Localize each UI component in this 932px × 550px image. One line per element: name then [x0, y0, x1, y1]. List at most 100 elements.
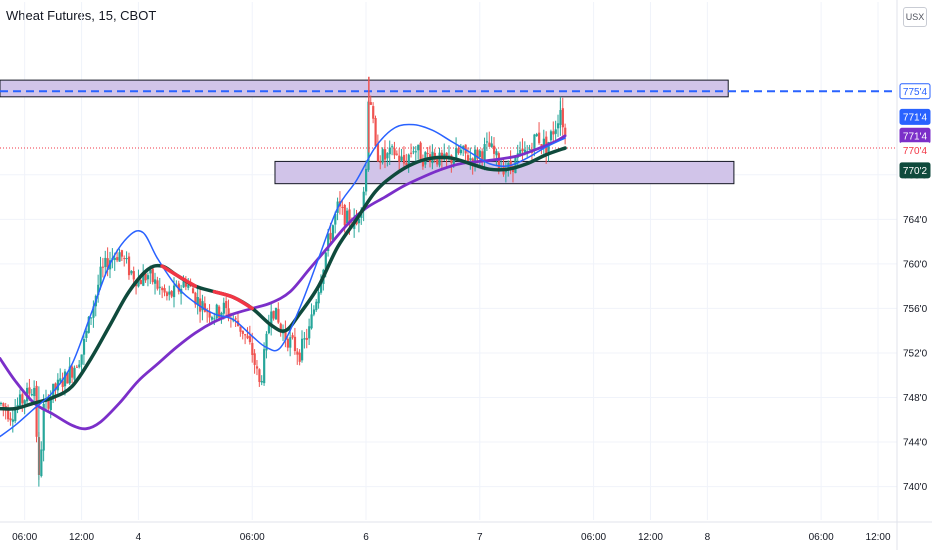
y-tick-label: 764'0	[903, 215, 928, 226]
candle-body	[199, 298, 202, 312]
candle-body	[455, 148, 458, 160]
candle-body	[497, 153, 500, 169]
candle-body	[331, 225, 335, 241]
candle-body	[61, 380, 64, 387]
x-tick-label: 6	[363, 532, 369, 543]
candle-body	[194, 292, 197, 305]
candle-body	[388, 147, 391, 155]
candle-body	[225, 301, 228, 309]
x-tick-label: 7	[477, 532, 483, 543]
candle-body	[137, 279, 140, 287]
ma-line-fast	[0, 123, 566, 438]
candle-body	[49, 398, 52, 411]
candle-body	[154, 279, 157, 284]
candle-body	[222, 302, 225, 314]
candle-body	[244, 334, 247, 336]
price-label-box	[899, 83, 931, 100]
candle-body	[40, 449, 43, 477]
candle-body	[561, 108, 564, 128]
candle-body	[80, 354, 83, 365]
candle-body	[258, 369, 261, 382]
y-tick-label: 760'0	[903, 259, 928, 270]
candle-body	[549, 131, 553, 141]
candle-body	[469, 158, 472, 160]
candle-body	[104, 257, 107, 268]
y-tick-label: 752'0	[903, 348, 928, 359]
moving-averages	[0, 123, 567, 438]
candle-body	[132, 271, 135, 280]
candle-body	[139, 280, 143, 285]
candle-body	[291, 335, 294, 338]
candle-body	[308, 326, 311, 339]
candle-body	[303, 338, 306, 340]
price-label-box	[899, 108, 931, 125]
candle-body	[504, 170, 508, 173]
candle-body	[379, 161, 382, 163]
candle-body	[123, 258, 126, 260]
price-labels: 775'4 771'4 771'4 770'4 770'2	[899, 83, 931, 179]
candle-body	[263, 349, 266, 384]
candle-body	[391, 146, 394, 148]
price-label-text: 771'4	[903, 131, 928, 142]
candle-body	[170, 291, 173, 297]
candle-body	[293, 336, 297, 352]
candle-body	[120, 250, 124, 257]
candle-body	[71, 366, 74, 378]
candle-body	[272, 310, 275, 319]
y-tick-label: 744'0	[903, 438, 928, 449]
candle-body	[324, 252, 327, 271]
x-tick-label: 06:00	[809, 532, 834, 543]
candle-body	[187, 284, 190, 288]
candle-body	[402, 155, 406, 164]
candle-body	[184, 281, 188, 287]
candle-body	[279, 323, 282, 332]
candle-body	[445, 152, 448, 158]
candle-body	[203, 303, 207, 312]
currency-badge[interactable]: USX	[903, 7, 927, 27]
candle-body	[215, 304, 218, 319]
candle-body	[227, 308, 230, 319]
candle-body	[421, 159, 425, 167]
candle-body	[419, 142, 422, 162]
candle-body	[97, 284, 100, 296]
candle-body	[118, 252, 121, 262]
candle-body	[18, 394, 22, 407]
x-tick-label: 4	[136, 532, 142, 543]
y-tick-label: 748'0	[903, 393, 928, 404]
candle-body	[405, 163, 408, 166]
candle-body	[386, 153, 389, 159]
candle-body	[35, 385, 38, 437]
ma-line-mid-highlight	[160, 264, 198, 288]
x-tick-label: 8	[705, 532, 711, 543]
candle-body	[182, 281, 185, 288]
candle-body	[142, 273, 145, 286]
price-label-text: 771'4	[903, 112, 928, 123]
candle-body	[535, 134, 538, 137]
candle-body	[113, 257, 116, 260]
candle-body	[248, 336, 252, 343]
candle-body	[144, 273, 147, 281]
candle-body	[296, 351, 299, 355]
candle-body	[459, 149, 463, 154]
candle-body	[483, 144, 486, 160]
candle-body	[14, 409, 17, 422]
candle-body	[30, 394, 33, 396]
candle-body	[547, 142, 550, 152]
candle-body	[376, 143, 380, 162]
candle-body	[538, 132, 541, 144]
candle-body	[73, 368, 76, 380]
candle-body	[33, 387, 36, 397]
candle-body	[557, 123, 560, 129]
candle-body	[436, 159, 439, 165]
ma-line-mid-highlight	[212, 289, 254, 311]
candle-body	[218, 306, 221, 318]
candle-body	[106, 258, 109, 271]
candle-body	[289, 337, 292, 348]
candle-body	[523, 149, 527, 153]
candle-body	[151, 268, 154, 283]
candle-body	[334, 213, 337, 225]
candle-body	[270, 311, 273, 326]
candle-body	[298, 352, 301, 362]
candle-body	[251, 342, 254, 355]
